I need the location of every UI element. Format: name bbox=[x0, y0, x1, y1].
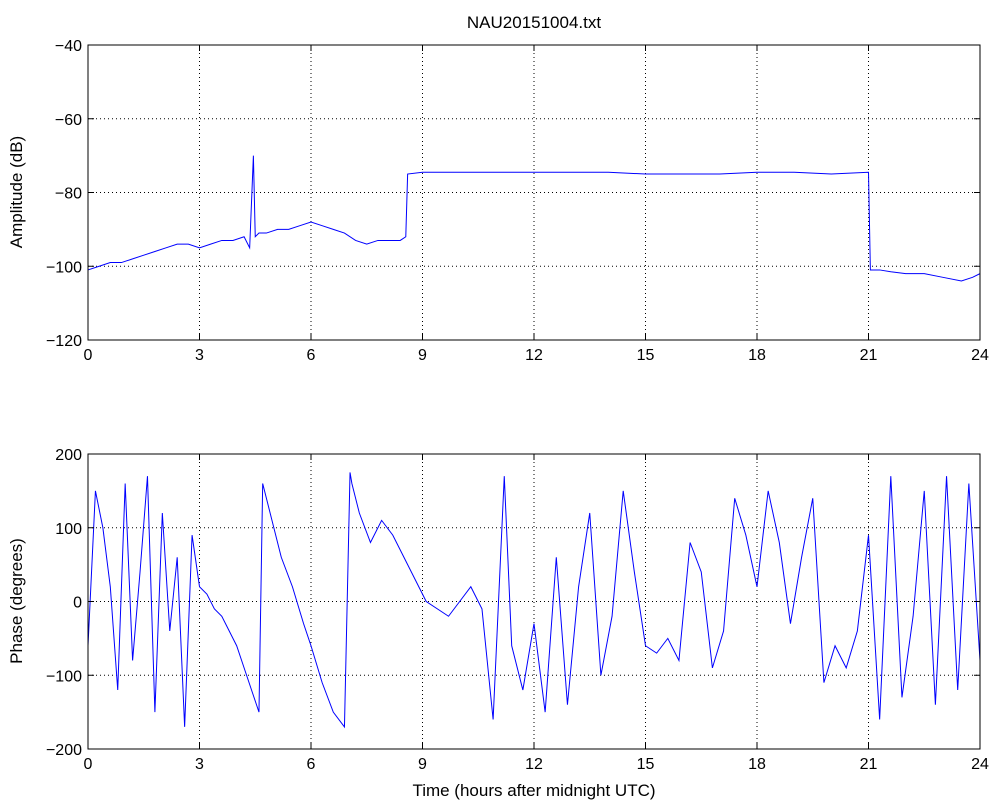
amplitude-y-tick-label: −40 bbox=[55, 38, 82, 55]
amplitude-panel: 0 3 6 9 12 15 18 21 24 −40 −60 −80 −100 −120 NAU2015… bbox=[7, 13, 989, 364]
phase-panel: 0 3 6 9 12 15 18 21 24 200 100 0 −100 −200 Phase (de… bbox=[7, 447, 989, 800]
amplitude-x-tick-label: 3 bbox=[195, 347, 204, 364]
amplitude-x-tick-label: 18 bbox=[748, 347, 766, 364]
phase-y-axis-label: Phase (degrees) bbox=[7, 538, 26, 664]
phase-y-tick-label: 100 bbox=[55, 521, 82, 538]
amplitude-x-tick-label: 9 bbox=[418, 347, 427, 364]
amplitude-grid bbox=[88, 45, 980, 340]
phase-x-tick-label: 24 bbox=[971, 756, 989, 773]
phase-x-tick-label: 15 bbox=[637, 756, 655, 773]
amplitude-x-ticks: 0 3 6 9 12 15 18 21 24 bbox=[84, 45, 989, 364]
amplitude-y-axis-label: Amplitude (dB) bbox=[7, 136, 26, 248]
phase-grid bbox=[88, 454, 980, 749]
phase-x-tick-label: 21 bbox=[860, 756, 878, 773]
amplitude-chart-title: NAU20151004.txt bbox=[467, 13, 601, 32]
phase-x-axis-label: Time (hours after midnight UTC) bbox=[412, 781, 655, 800]
phase-y-tick-label: −200 bbox=[46, 742, 82, 759]
phase-y-tick-label: 200 bbox=[55, 447, 82, 464]
phase-y-tick-label: 0 bbox=[73, 595, 82, 612]
phase-x-tick-label: 18 bbox=[748, 756, 766, 773]
phase-x-tick-label: 12 bbox=[525, 756, 543, 773]
amplitude-y-tick-label: −100 bbox=[46, 259, 82, 276]
phase-x-tick-label: 9 bbox=[418, 756, 427, 773]
amplitude-x-tick-label: 15 bbox=[637, 347, 655, 364]
amplitude-series-line bbox=[87, 155, 981, 282]
phase-series-line bbox=[87, 472, 981, 729]
amplitude-x-tick-label: 6 bbox=[307, 347, 316, 364]
amplitude-y-tick-label: −60 bbox=[55, 112, 82, 129]
amplitude-y-ticks: −40 −60 −80 −100 −120 bbox=[46, 38, 980, 350]
phase-x-tick-label: 6 bbox=[307, 756, 316, 773]
amplitude-x-tick-label: 24 bbox=[971, 347, 989, 364]
phase-x-tick-label: 0 bbox=[84, 756, 93, 773]
phase-x-tick-label: 3 bbox=[195, 756, 204, 773]
amplitude-y-tick-label: −120 bbox=[46, 333, 82, 350]
amplitude-x-tick-label: 0 bbox=[84, 347, 93, 364]
phase-y-tick-label: −100 bbox=[46, 668, 82, 685]
phase-y-ticks: 200 100 0 −100 −200 bbox=[46, 447, 980, 759]
phase-x-ticks: 0 3 6 9 12 15 18 21 24 bbox=[84, 454, 989, 773]
amplitude-y-tick-label: −80 bbox=[55, 186, 82, 203]
amplitude-x-tick-label: 12 bbox=[525, 347, 543, 364]
amplitude-x-tick-label: 21 bbox=[860, 347, 878, 364]
